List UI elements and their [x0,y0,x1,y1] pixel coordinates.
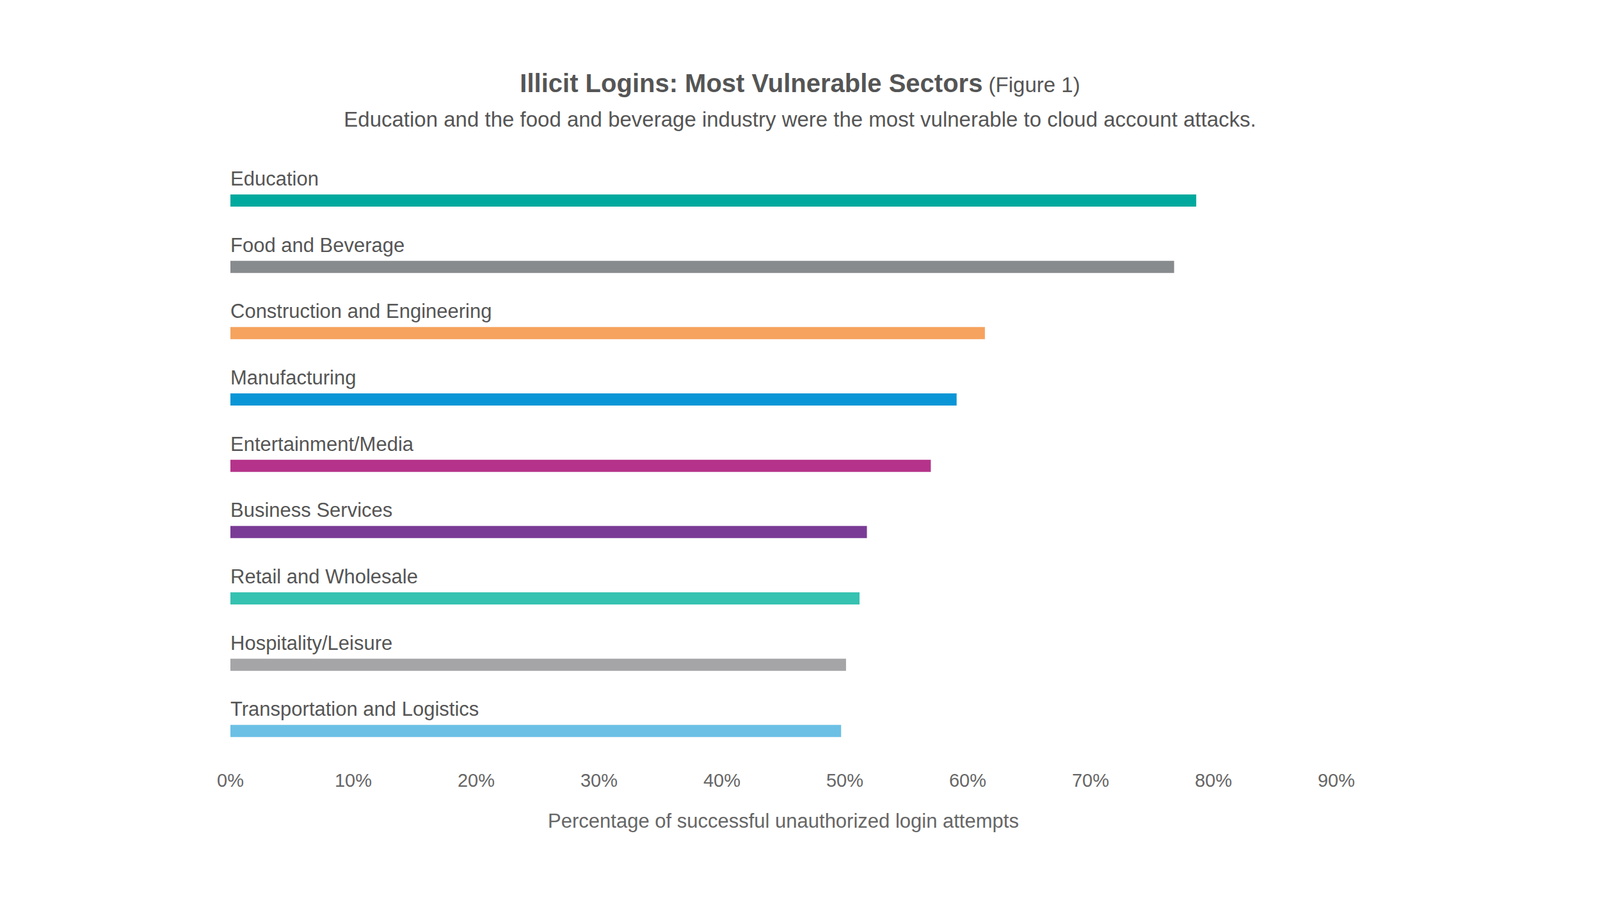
svg-text:Transportation and Logistics: Transportation and Logistics [230,698,479,721]
svg-text:60%: 60% [949,770,987,792]
svg-text:80%: 80% [1194,770,1232,792]
svg-text:30%: 30% [580,770,618,792]
svg-text:40%: 40% [703,770,741,792]
svg-text:50%: 50% [826,770,864,792]
svg-text:Entertainment/Media: Entertainment/Media [230,433,415,456]
svg-text:Food and Beverage: Food and Beverage [230,234,405,257]
svg-text:20%: 20% [457,770,495,792]
svg-text:Construction and Engineering: Construction and Engineering [230,300,492,323]
html-text:Percentage of successful unaut: Percentage of successful unauthorized lo… [547,810,1019,833]
svg-text:10%: 10% [334,770,372,792]
svg-text:Hospitality/Leisure: Hospitality/Leisure [230,632,393,655]
html-text:Education and the food and bev: Education and the food and beverage indu… [343,107,1257,132]
svg-text:Retail and Wholesale: Retail and Wholesale [230,565,418,589]
svg-text:Education: Education [230,167,319,191]
svg-text:70%: 70% [1072,770,1110,792]
svg-text:Business Services: Business Services [230,499,393,522]
svg-text:90%: 90% [1317,770,1355,792]
svg-text:0%: 0% [216,770,244,792]
html-text:Illicit Logins: Most Vulnerabl: Illicit Logins: Most Vulnerable Sectors … [519,69,1081,98]
svg-text:Manufacturing: Manufacturing [230,366,356,390]
